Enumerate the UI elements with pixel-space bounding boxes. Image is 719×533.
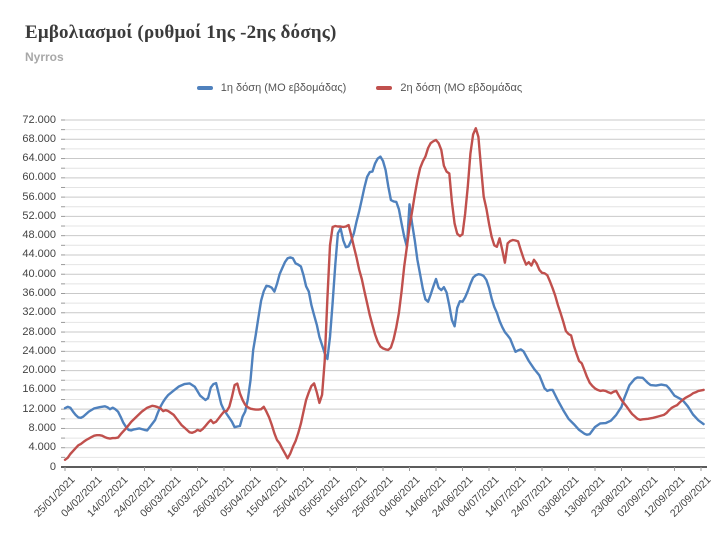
legend-item-dose2: 2η δόση (ΜΟ εβδομάδας bbox=[376, 82, 522, 94]
y-tick-label: 32.000 bbox=[22, 306, 56, 319]
y-tick-label: 52.000 bbox=[22, 209, 56, 222]
y-tick-label: 36.000 bbox=[22, 287, 56, 299]
y-tick-label: 0 bbox=[49, 460, 56, 473]
dose2-line-swatch-icon bbox=[376, 86, 393, 90]
y-tick-label: 28.000 bbox=[22, 325, 56, 338]
legend-item-dose1: 1η δόση (ΜΟ εβδομάδας) bbox=[196, 82, 347, 94]
y-tick-label: 24.000 bbox=[22, 344, 56, 357]
dose1-line-swatch-icon bbox=[196, 86, 213, 90]
legend-label-dose2: 2η δόση (ΜΟ εβδομάδας bbox=[400, 82, 523, 94]
chart-title: Εμβολιασμοί (ρυθμοί 1ης -2ης δόσης) bbox=[25, 22, 337, 43]
series-line-dose1 bbox=[63, 155, 705, 436]
y-tick-label: 12.000 bbox=[22, 402, 56, 415]
y-tick-label: 8.000 bbox=[28, 421, 56, 434]
y-tick-label: 64.000 bbox=[22, 152, 56, 165]
y-tick-label: 20.000 bbox=[22, 364, 56, 377]
chart-subtitle: Nyrros bbox=[25, 50, 64, 64]
y-tick-label: 44.000 bbox=[22, 248, 56, 261]
y-tick-label: 60.000 bbox=[22, 171, 56, 184]
series-line-dose2 bbox=[63, 126, 705, 461]
y-tick-label: 56.000 bbox=[22, 190, 56, 203]
y-tick-label: 4.000 bbox=[28, 441, 56, 454]
y-tick-label: 68.000 bbox=[22, 132, 56, 145]
legend-label-dose1: 1η δόση (ΜΟ εβδομάδας) bbox=[220, 82, 347, 94]
y-tick-label: 48.000 bbox=[22, 229, 56, 242]
y-tick-label: 40.000 bbox=[22, 267, 56, 280]
y-tick-label: 72.000 bbox=[22, 113, 56, 126]
y-tick-label: 16.000 bbox=[22, 383, 56, 396]
legend: 1η δόση (ΜΟ εβδομάδας) 2η δόση (ΜΟ εβδομ… bbox=[0, 82, 719, 94]
